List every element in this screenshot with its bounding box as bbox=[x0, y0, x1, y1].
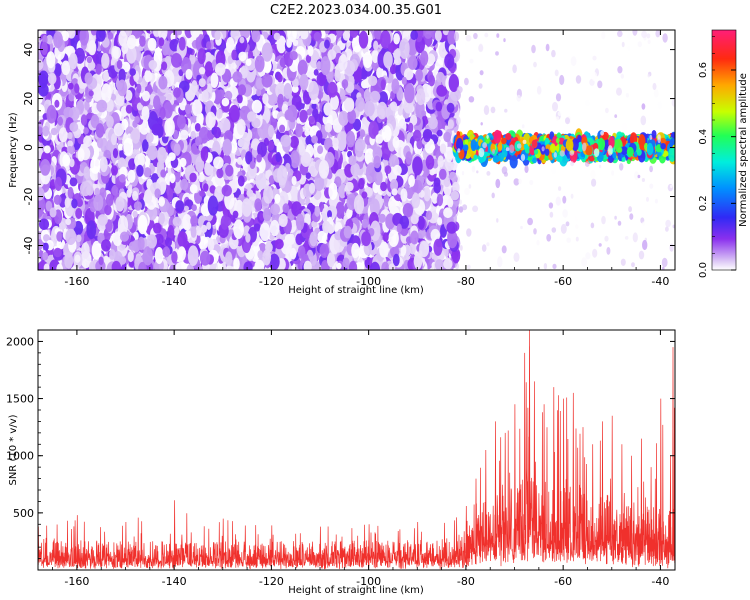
chart-title: C2E2.2023.034.00.35.G01 bbox=[270, 3, 442, 18]
spectrogram-cell bbox=[175, 262, 184, 270]
spectrogram-cell bbox=[359, 129, 366, 138]
spectrogram-cell bbox=[290, 150, 300, 169]
spectrogram-cell bbox=[336, 30, 343, 36]
spectrogram-cells bbox=[38, 30, 675, 270]
